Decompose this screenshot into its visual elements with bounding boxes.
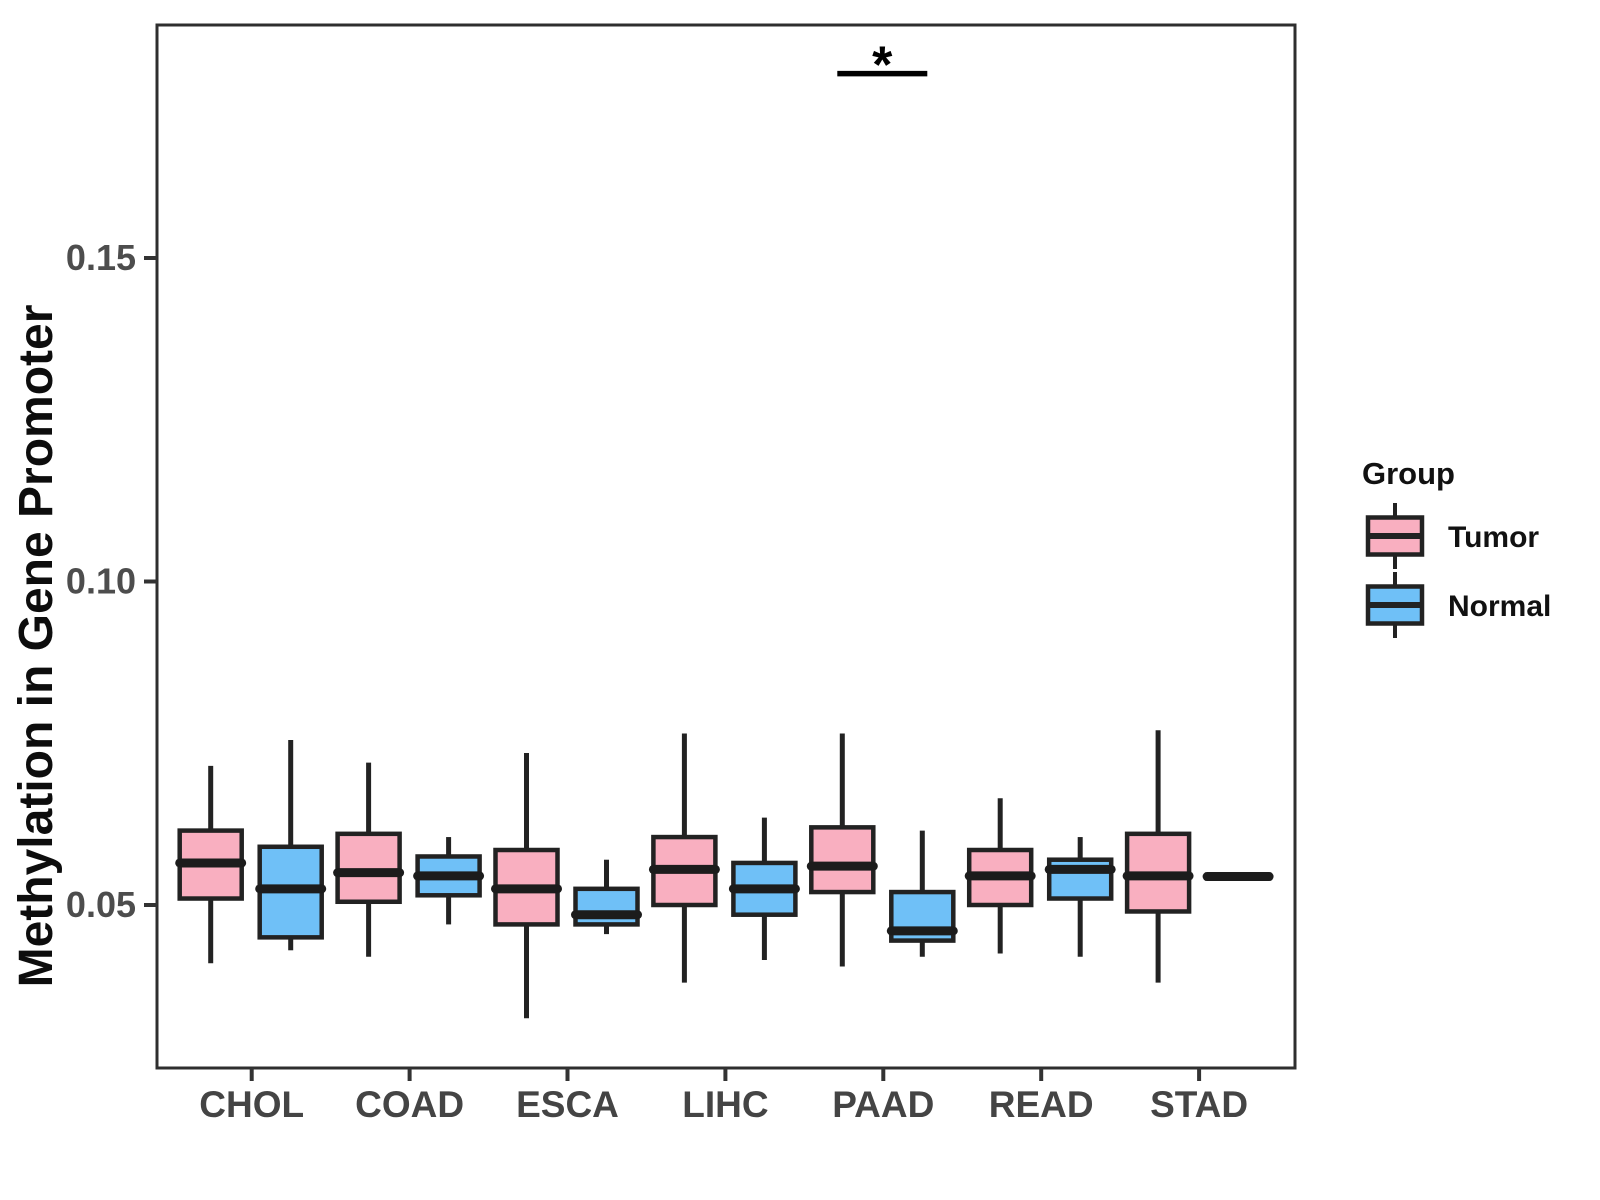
axes-layer: 0.05 0.10 0.15 CHOL COAD ESCA LIHC PAAD READ STAD: [66, 23, 1297, 1125]
box-tumor-COAD: [335, 831, 402, 905]
plot-panel-border: [155, 23, 1297, 1070]
box-tumor-PAAD: [809, 825, 876, 895]
x-tick-label-STAD: STAD: [1150, 1084, 1248, 1125]
x-tick-label-CHOL: CHOL: [199, 1084, 304, 1125]
significance-layer: *: [837, 37, 928, 95]
x-tick-label-READ: READ: [989, 1084, 1094, 1125]
legend-label-tumor: Tumor: [1448, 521, 1539, 554]
x-tick-label-ESCA: ESCA: [516, 1084, 619, 1125]
legend-title: Group: [1362, 456, 1455, 491]
x-tick-label-COAD: COAD: [355, 1084, 464, 1125]
y-tick-label-0.05: 0.05: [66, 884, 136, 925]
legend-layer: [1365, 503, 1425, 638]
y-tick-label-0.15: 0.15: [66, 237, 136, 278]
x-tick-label-PAAD: PAAD: [832, 1084, 934, 1125]
significance-star-PAAD: *: [872, 37, 893, 95]
legend-label-normal: Normal: [1448, 590, 1551, 623]
boxes-layer: [175, 730, 1274, 1019]
x-tick-label-LIHC: LIHC: [682, 1084, 768, 1125]
y-axis-title: Methylation in Gene Promoter: [10, 305, 63, 988]
y-tick-label-0.10: 0.10: [66, 561, 136, 602]
